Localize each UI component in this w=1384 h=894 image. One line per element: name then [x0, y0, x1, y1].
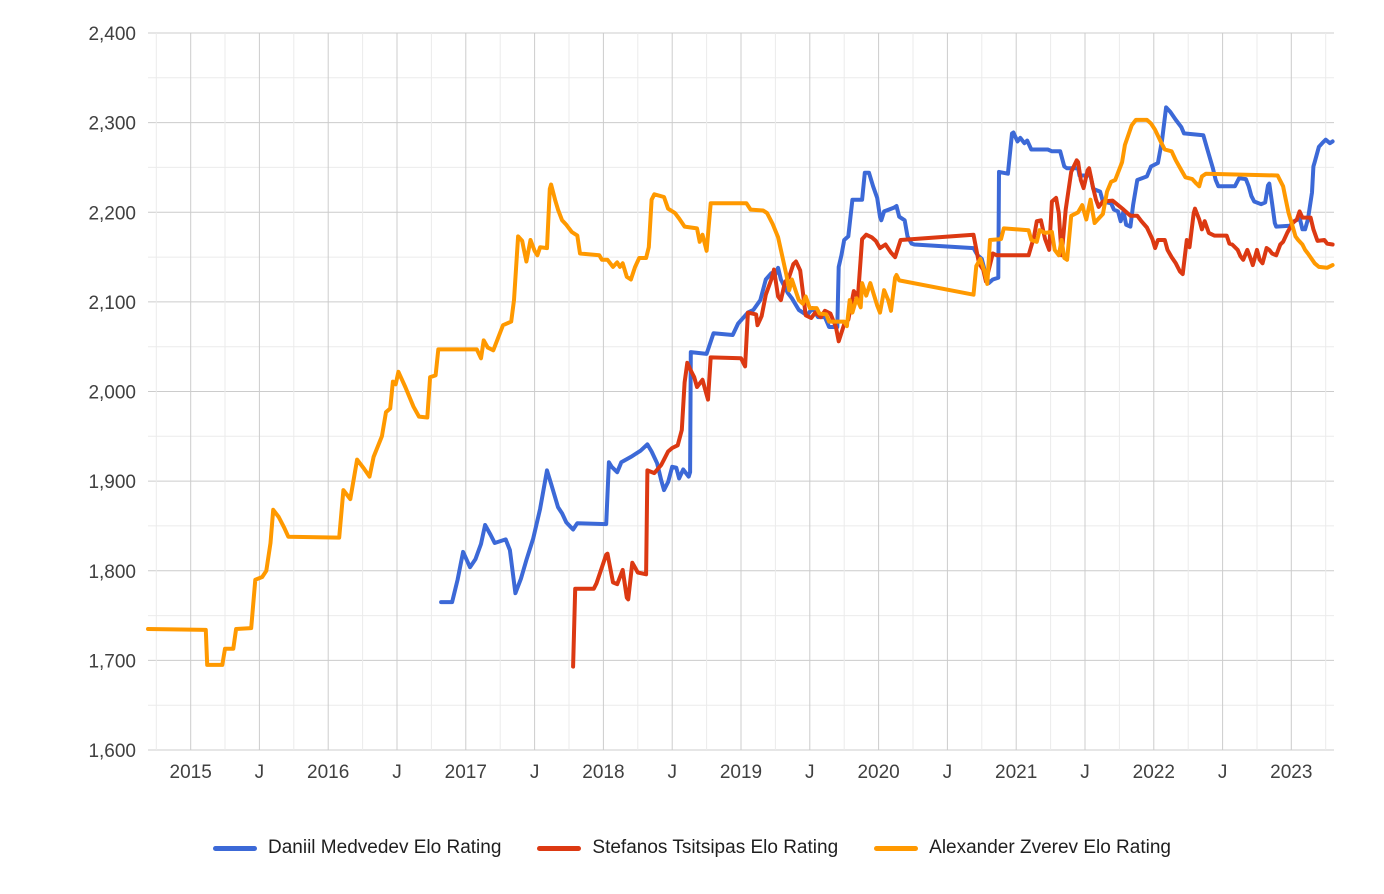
y-tick-label: 2,300 — [88, 114, 136, 135]
x-tick-label: 2018 — [582, 762, 624, 783]
x-tick-label: J — [1080, 762, 1090, 783]
legend-swatch-line — [537, 845, 582, 851]
series-line-2[interactable] — [146, 117, 1335, 667]
y-tick-label: 2,200 — [88, 203, 136, 224]
x-tick-label: 2021 — [995, 762, 1037, 783]
axis-labels: 1,600 1,700 1,800 1,900 2,000 2,100 2,200 2,300… — [88, 24, 1312, 783]
legend-item[interactable]: Alexander Zverev Elo Rating — [874, 837, 1171, 859]
x-tick-label: J — [805, 762, 815, 783]
x-tick-label: 2019 — [720, 762, 762, 783]
x-tick-label: J — [667, 762, 677, 783]
legend-label: Alexander Zverev Elo Rating — [929, 837, 1171, 858]
legend-label: Stefanos Tsitsipas Elo Rating — [592, 837, 839, 858]
chart-legend: Daniil Medvedev Elo Rating Stefanos Tsits… — [0, 828, 1384, 868]
x-tick-label: 2015 — [170, 762, 212, 783]
x-tick-label: J — [1218, 762, 1228, 783]
x-tick-label: 2016 — [307, 762, 349, 783]
x-tick-label: 2020 — [857, 762, 899, 783]
series-line-0[interactable] — [439, 105, 1335, 605]
legend-item[interactable]: Daniil Medvedev Elo Rating — [213, 837, 501, 859]
y-tick-label: 1,800 — [88, 562, 136, 583]
y-tick-label: 2,400 — [88, 24, 136, 45]
y-tick-label: 2,100 — [88, 293, 136, 314]
x-tick-label: 2022 — [1133, 762, 1175, 783]
x-tick-label: J — [943, 762, 953, 783]
legend-swatch-line — [874, 845, 919, 851]
y-tick-label: 1,700 — [88, 651, 136, 672]
x-tick-label: 2023 — [1270, 762, 1312, 783]
y-tick-label: 1,900 — [88, 472, 136, 493]
x-tick-label: 2017 — [445, 762, 487, 783]
legend-label: Daniil Medvedev Elo Rating — [268, 837, 502, 858]
series-lines — [146, 105, 1335, 669]
y-tick-label: 1,600 — [88, 741, 136, 762]
x-tick-label: J — [255, 762, 265, 783]
gridlines — [148, 32, 1334, 751]
y-tick-label: 2,000 — [88, 383, 136, 404]
x-tick-label: J — [530, 762, 540, 783]
x-tick-label: J — [392, 762, 402, 783]
legend-item[interactable]: Stefanos Tsitsipas Elo Rating — [537, 837, 838, 859]
series-line-1[interactable] — [571, 158, 1335, 669]
legend-swatch-line — [213, 845, 257, 851]
